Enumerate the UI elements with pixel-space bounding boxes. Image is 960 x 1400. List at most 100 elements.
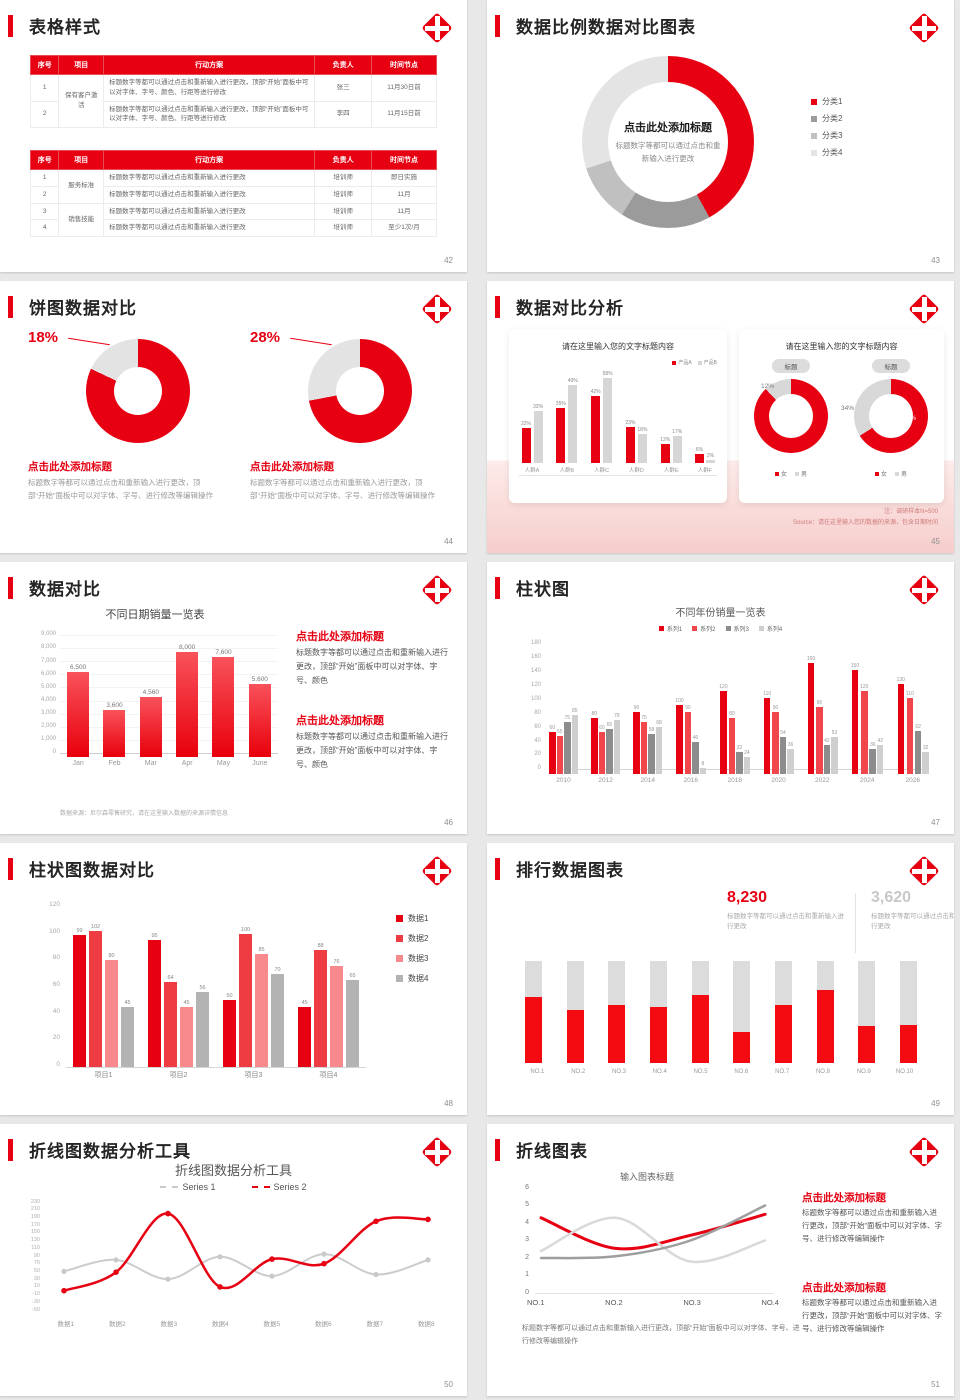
line-category: 数据8 <box>417 1321 435 1328</box>
bar-col: 42 <box>823 649 831 774</box>
y-axis-label: 120 <box>49 900 60 908</box>
bars-row: 22% 33% <box>521 371 543 463</box>
legend-item: 分类4 <box>811 147 842 158</box>
bar-group: 110 90 54 36 2020 <box>763 649 794 784</box>
bar <box>694 453 704 463</box>
bar-col: 55 <box>556 649 563 774</box>
legend-item: 数据4 <box>396 973 428 984</box>
bar-col: 75 <box>564 649 571 774</box>
legend-swatch <box>251 1186 270 1188</box>
bar-col: 96 <box>816 649 823 774</box>
bar-group: 6,500 Jan <box>67 639 90 767</box>
percent-label: 18% <box>28 329 59 346</box>
bar <box>625 426 635 463</box>
table-cell: 培训师 <box>314 169 373 187</box>
donut-hole <box>869 394 913 438</box>
bar-red-segment <box>649 1006 667 1063</box>
cross-logo-icon <box>421 855 453 887</box>
bar-category: 项目3 <box>244 1072 263 1079</box>
bar-label: 65 <box>349 973 356 980</box>
legend-item: 数据1 <box>396 913 428 924</box>
bar-col: 53 <box>831 649 838 774</box>
stacked-bar <box>566 961 584 1063</box>
table-cell: 培训师 <box>314 219 373 237</box>
pill-label: 标题 <box>772 359 810 373</box>
block-body: 标题数字等都可以通过点击和重新输入进行更改，顶部“开始”面板中可以对字体、字号、… <box>250 478 435 500</box>
bar <box>660 444 670 463</box>
y-axis-label: 190 <box>30 1214 40 1220</box>
slide-content: 请在这里输入您的文字标题内容 产品A 产品B 22% 33% 人群A 35% 49% 人群B 42… <box>487 281 954 553</box>
bar-label: 46 <box>692 735 699 742</box>
bar-group: 99 102 80 45 项目1 <box>73 907 134 1080</box>
bar-gray-segment <box>608 961 626 1005</box>
block-body: 标题数字等都可以通过点击和重新输入进行更改，顶部“开始”面板中可以对字体、字号、… <box>802 1208 942 1243</box>
legend-swatch <box>774 471 779 476</box>
bar <box>148 940 161 1067</box>
y-axis-label: 9,000 <box>40 631 56 638</box>
bar-col: 58% <box>603 371 613 463</box>
page-number: 43 <box>931 256 940 265</box>
bar-group: 60 55 75 85 2010 <box>549 649 578 784</box>
y-axis-label: 30 <box>33 1275 40 1282</box>
bar <box>851 669 859 774</box>
cross-logo-icon <box>421 293 453 325</box>
stacked-bar <box>774 961 792 1063</box>
legend-label: 产品A <box>678 360 692 366</box>
bars-row: 3,600 <box>103 639 126 757</box>
legend-label: 分类3 <box>822 131 843 140</box>
bar-col: 160 <box>807 649 815 774</box>
bar <box>648 733 655 774</box>
gridline <box>60 700 278 702</box>
slide-43: 数据比例数据对比图表 点击此处添加标题 标题数字等都可以通过点击和重新输入进行更改… <box>487 0 954 272</box>
legend-item: 数据2 <box>396 933 428 944</box>
slide-content: 不同年份销量一览表 系列1 系列2 系列3 系列4 180 160 140 120 100 80 60… <box>487 562 954 834</box>
chart-legend: 系列1 系列2 系列3 系列4 <box>487 624 954 633</box>
bar-category: NO.2 <box>571 1069 586 1075</box>
bar-label: 53 <box>831 730 838 737</box>
bar-category: Apr <box>181 760 193 767</box>
block-heading: 点击此处添加标题 <box>802 1282 886 1294</box>
table-cell: 11月 <box>371 202 437 221</box>
bar-category: Jan <box>72 760 84 767</box>
bar-group: 100 90 46 8 2016 <box>675 649 707 784</box>
y-axis-label: 40 <box>534 737 541 744</box>
bar <box>736 751 743 774</box>
chart-footnote: 数据来源：尼尔森零售研究，请在这里输入数据的来源详情信息 <box>60 811 229 817</box>
bar-label: 99 <box>76 928 83 934</box>
table-cell: 即日实施 <box>371 169 437 187</box>
donut-hole <box>336 367 384 415</box>
block-heading: 点击此处添加标题 <box>28 461 112 473</box>
legend-item: 男 <box>895 469 907 478</box>
bar <box>298 1007 311 1067</box>
bar <box>346 980 359 1067</box>
bar-label: 8 <box>701 761 705 768</box>
legend-label: 系列4 <box>766 627 783 633</box>
legend-label: 分类4 <box>822 148 843 157</box>
bar-label: 62 <box>915 723 921 730</box>
legend-label: 数据2 <box>408 934 429 943</box>
y-axis-label: 120 <box>530 681 541 688</box>
page-number: 42 <box>444 256 453 265</box>
bar-label: 8,000 <box>179 644 196 652</box>
bar-col: 65 <box>346 907 359 1067</box>
line-category: NO.2 <box>605 1298 623 1307</box>
title-accent-bar <box>495 14 500 37</box>
gridline <box>60 713 278 715</box>
bars-row: 7,600 <box>212 639 235 757</box>
legend-swatch <box>396 975 403 982</box>
bar-col: 35% <box>556 371 566 463</box>
y-axis-label: 100 <box>530 695 541 702</box>
bar-label: 3,600 <box>106 701 123 709</box>
bar-col: 90 <box>633 649 640 774</box>
bars-row: 8,000 <box>176 639 199 757</box>
table-header-cell: 项目 <box>58 150 105 170</box>
bars-row: 99 102 80 45 <box>73 907 134 1067</box>
pill-label: 标题 <box>872 359 910 373</box>
legend-item: 女 <box>874 469 887 478</box>
stacked-bar <box>816 961 834 1063</box>
action-plan-table: 序号 项目 行动方案 负责人 时间节点 1 保有客户激活 标题数字等都可以通过点击和重新输入进… <box>29 55 437 128</box>
bar-col: 120 <box>860 649 868 774</box>
legend-swatch <box>811 115 817 122</box>
bar-label: 100 <box>675 697 684 704</box>
